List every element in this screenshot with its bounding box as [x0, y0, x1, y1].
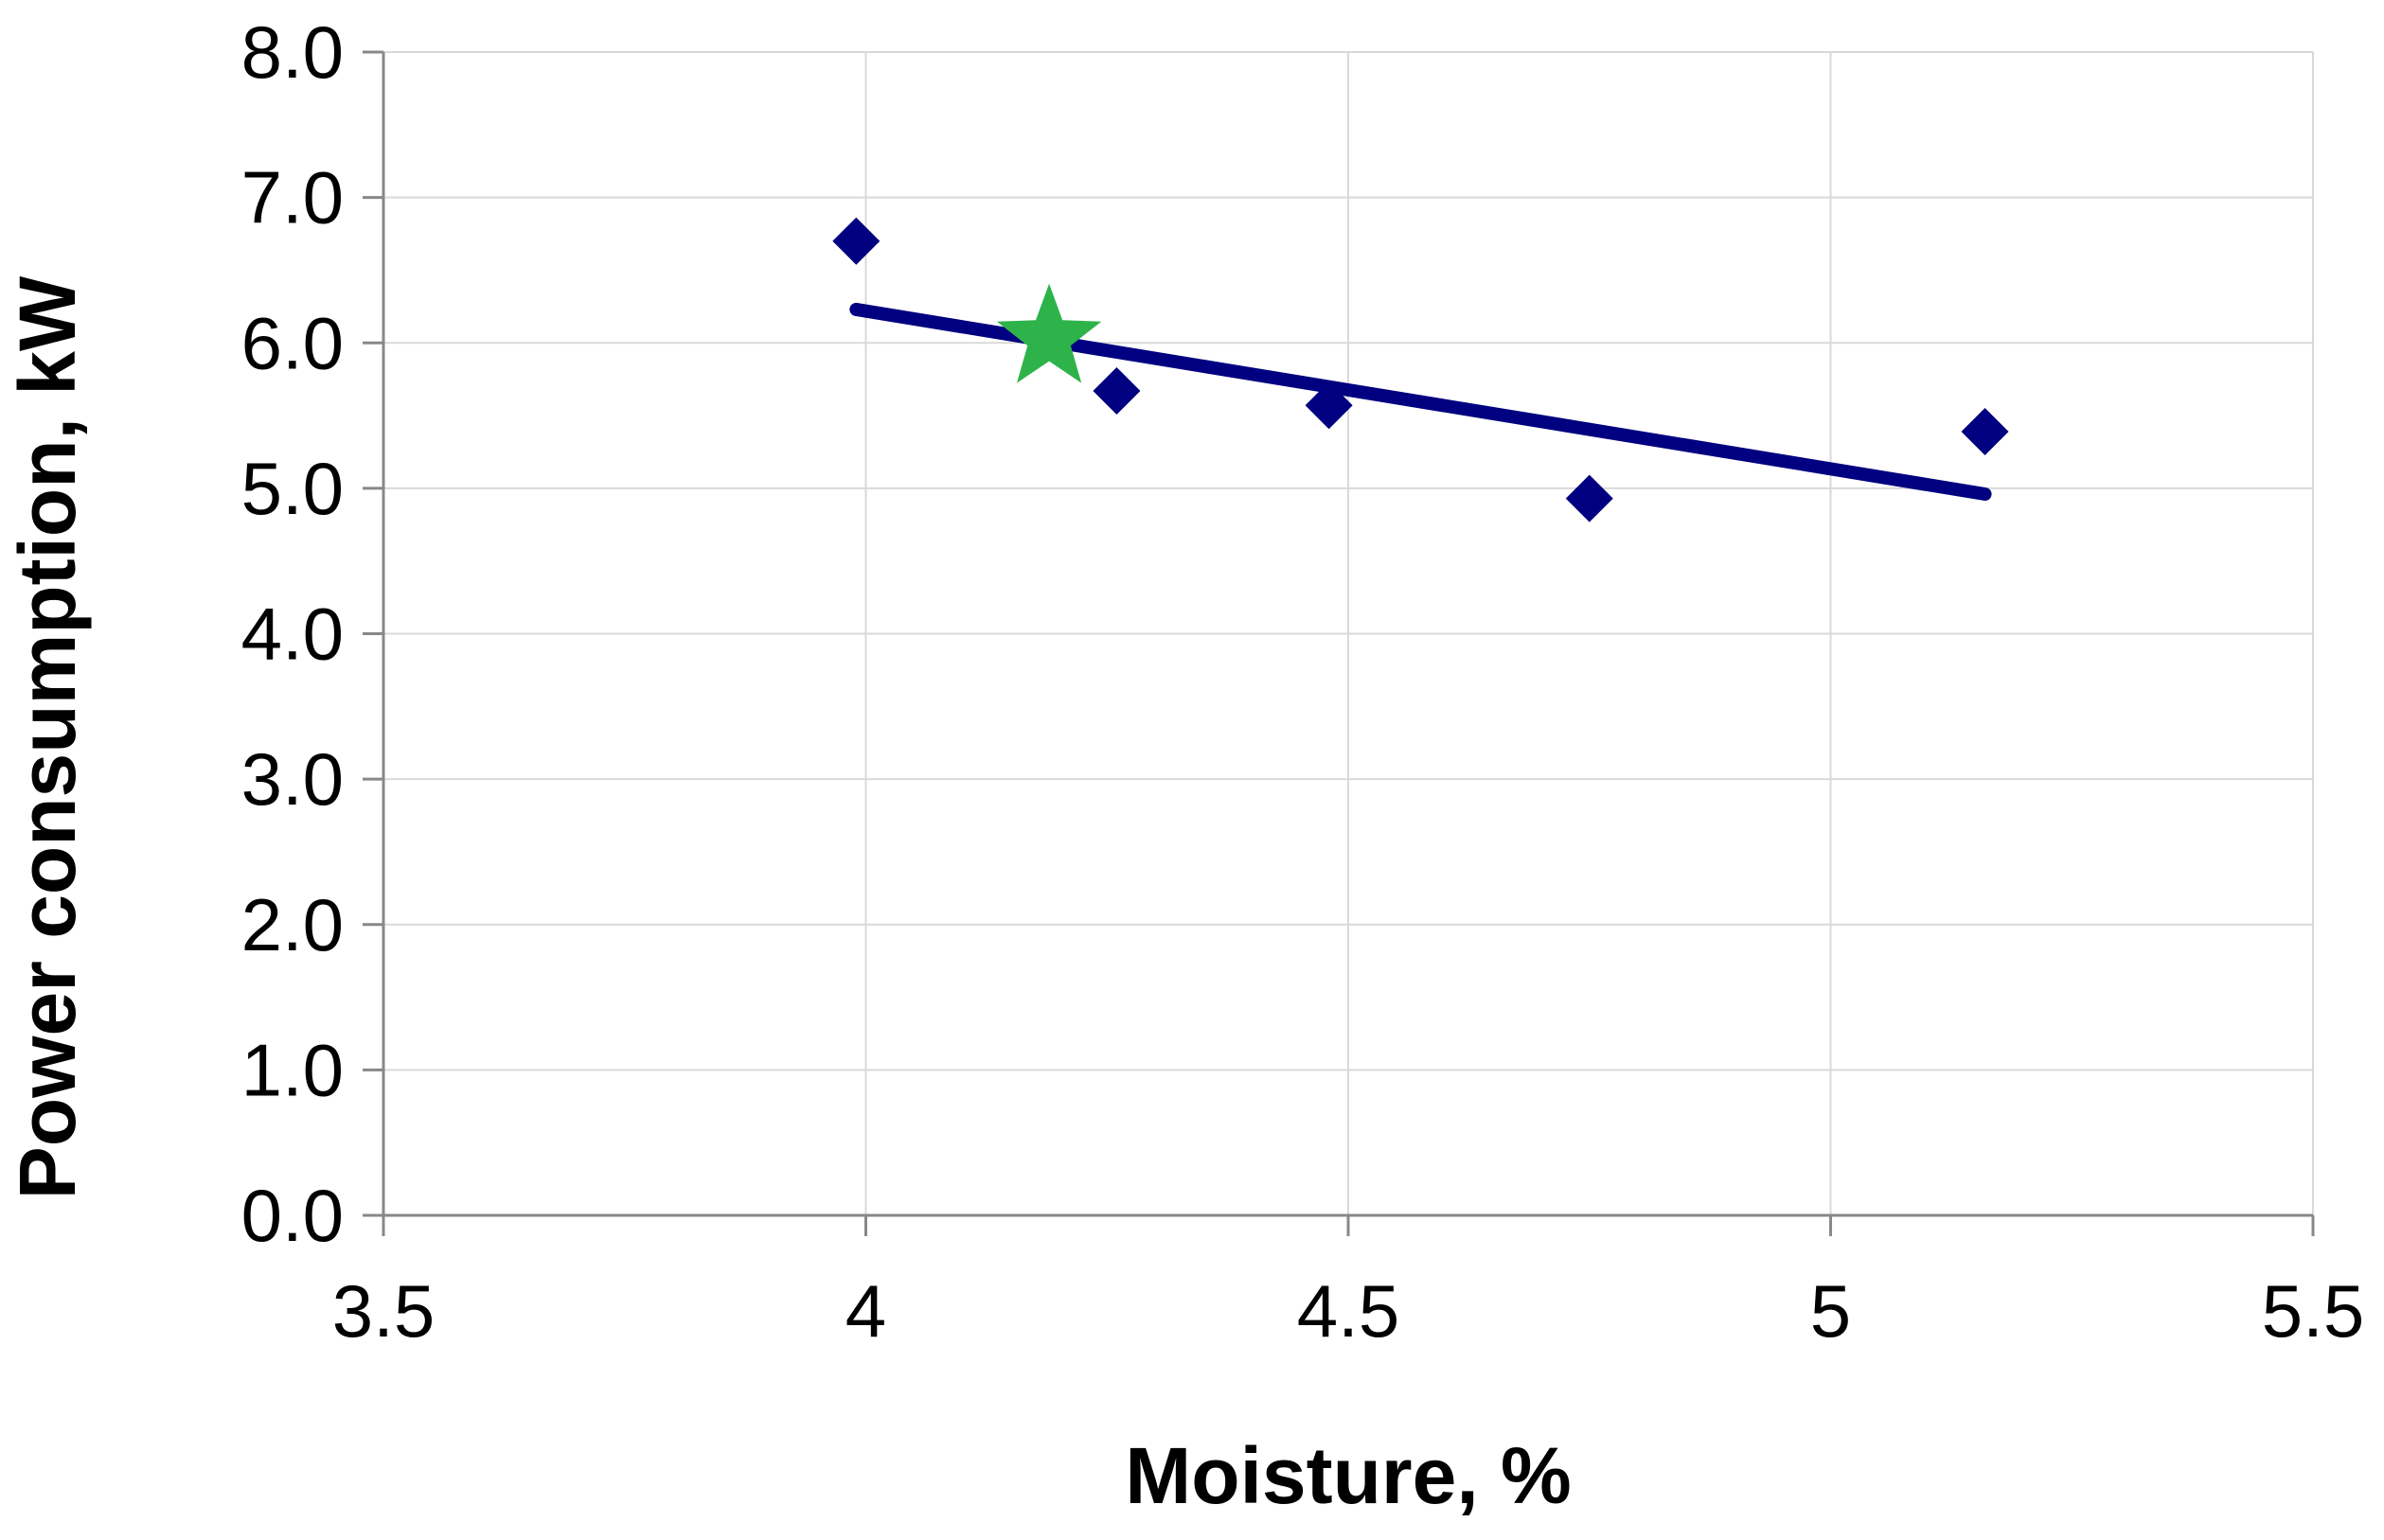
y-tick-label: 2.0	[241, 883, 344, 966]
data-point-diamond	[1961, 407, 2009, 455]
y-tick-label: 8.0	[241, 10, 344, 94]
y-tick-label: 5.0	[241, 447, 344, 530]
x-tick-label: 4.5	[1297, 1269, 1399, 1353]
y-tick-label: 3.0	[241, 737, 344, 821]
y-tick-label: 0.0	[241, 1174, 344, 1257]
highlight-layer	[996, 283, 1102, 383]
x-axis-title: Moisture, %	[1125, 1431, 1571, 1520]
data-point-diamond	[1565, 474, 1613, 522]
y-tick-label: 1.0	[241, 1028, 344, 1111]
x-tick-label: 3.5	[332, 1269, 435, 1353]
highlight-star	[996, 283, 1102, 383]
y-axis-title: Power consumption, kW	[3, 275, 92, 1199]
data-points	[832, 217, 2009, 522]
x-tick-label: 5.5	[2262, 1269, 2364, 1353]
y-tick-label: 4.0	[241, 593, 344, 676]
x-tick-label: 4	[845, 1269, 886, 1353]
data-point-diamond	[832, 217, 881, 265]
y-tick-label: 7.0	[241, 156, 344, 239]
tick-labels: 0.0 1.0 2.0 3.0 4.0 5.0 6.0 7.0 8.0 3.5 4 4.5 5 5.5	[241, 10, 2365, 1353]
x-tick-label: 5	[1810, 1269, 1851, 1353]
data-point-diamond	[1093, 366, 1141, 415]
y-tick-label: 6.0	[241, 301, 344, 384]
axes	[363, 50, 2315, 1236]
grid-lines	[383, 51, 2314, 1215]
data-point-diamond	[1305, 381, 1353, 430]
